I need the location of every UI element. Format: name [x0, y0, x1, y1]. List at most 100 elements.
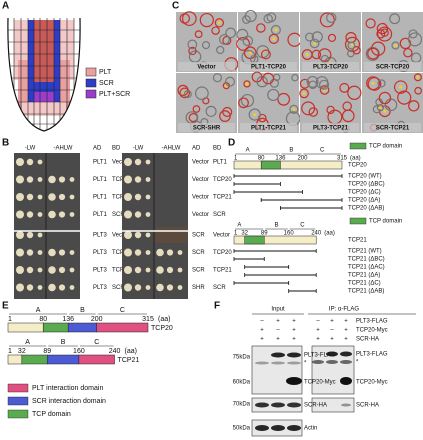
- unit-label: (aa): [158, 316, 170, 323]
- plate: [122, 153, 188, 299]
- position-label: 160: [73, 348, 85, 355]
- colony: [134, 266, 142, 274]
- region-label: B: [274, 223, 278, 229]
- sign: –: [276, 328, 280, 334]
- construct-label: TCP21 (ΔBC): [348, 257, 385, 263]
- cell: [216, 45, 225, 55]
- cell: [201, 41, 211, 50]
- cell: [339, 82, 350, 93]
- photo-label: Vector: [197, 65, 216, 71]
- ad-label: PLT3: [93, 233, 108, 239]
- colony: [166, 249, 174, 256]
- ad-label: PLT1: [93, 212, 108, 218]
- fluorescent-cell: [313, 41, 317, 45]
- position-label: 1: [8, 348, 12, 355]
- colony: [48, 266, 56, 274]
- colony: [124, 158, 132, 166]
- cell: [236, 37, 251, 51]
- construct-label: TCP21 (ΔC): [348, 281, 381, 287]
- colony: [134, 158, 142, 166]
- cell: [397, 90, 412, 105]
- colony: [69, 194, 75, 200]
- photo-label: SCR-TCP21: [376, 126, 410, 132]
- group-title: Input: [271, 307, 285, 313]
- col-header: -AHLW: [54, 146, 73, 152]
- construct-label: TCP20 (WT): [348, 174, 382, 180]
- cell: [289, 104, 299, 114]
- fluorescent-cell: [416, 75, 420, 79]
- cell: [377, 79, 386, 88]
- unit-label: (aa): [125, 348, 137, 355]
- domain: [42, 322, 69, 333]
- cell: [376, 29, 386, 39]
- cell: [308, 107, 319, 117]
- legend-swatch: [7, 409, 29, 419]
- unit-label: (aa): [350, 156, 361, 162]
- cell: [211, 26, 220, 35]
- sign: +: [330, 319, 334, 325]
- colony: [156, 248, 164, 257]
- legend-label: TCP domain: [369, 219, 402, 225]
- position-label: 1: [8, 316, 12, 323]
- cell: [377, 26, 393, 42]
- colony: [37, 194, 43, 200]
- legend-label: PLT interaction domain: [32, 385, 103, 392]
- region-label: B: [61, 339, 66, 346]
- band: [326, 351, 338, 357]
- colony: [134, 231, 142, 239]
- colony: [134, 249, 142, 256]
- colony: [48, 248, 56, 257]
- cell: [301, 49, 313, 60]
- colony: [145, 232, 151, 238]
- colony: [48, 193, 56, 201]
- domain: [96, 322, 149, 333]
- cell: [262, 72, 275, 85]
- sign: –: [260, 319, 264, 325]
- legend-swatch: [7, 396, 29, 406]
- band: [341, 403, 351, 407]
- colony: [16, 193, 24, 201]
- colony: [124, 283, 132, 292]
- colony: [177, 250, 183, 255]
- colony: [166, 266, 174, 274]
- legend-label: SCR: [99, 80, 114, 87]
- cell: [306, 75, 319, 88]
- position-label: 32: [241, 231, 248, 237]
- colony: [26, 158, 34, 166]
- cell: [183, 90, 192, 99]
- construct-label: TCP21 (ΔAC): [348, 265, 385, 271]
- colony: [156, 283, 164, 292]
- position-label: 160: [284, 231, 295, 237]
- cell: [181, 11, 197, 26]
- construct-label: TCP20 (ΔBC): [348, 182, 385, 188]
- label-bg: [178, 62, 235, 71]
- bd-label: Vector: [213, 233, 230, 239]
- ad-label: Vector: [192, 195, 209, 201]
- blot-label: SCR-HA: [304, 403, 327, 409]
- construct-label: TCP20 (ΔAB): [348, 206, 384, 212]
- colony: [69, 285, 75, 290]
- band: [271, 425, 285, 431]
- bd-label: Vector: [112, 160, 129, 166]
- sign: +: [260, 337, 264, 343]
- region-label: A: [246, 148, 250, 154]
- colony: [124, 231, 132, 239]
- cell: [242, 15, 251, 24]
- tcp-domain: [260, 160, 281, 170]
- panel-letter: A: [2, 1, 9, 12]
- construct-label: TCP21 (WT): [348, 249, 382, 255]
- cell: [256, 23, 266, 33]
- label-bg: [364, 123, 421, 132]
- bd-label: SCR: [112, 212, 125, 218]
- fluorescent-cell: [378, 106, 382, 110]
- cell: [326, 105, 335, 115]
- position-label: 80: [39, 316, 47, 323]
- fluorescent-cell: [274, 28, 278, 32]
- cell: [347, 41, 356, 50]
- bd-label: SCR: [112, 285, 125, 291]
- protein-name: TCP21: [348, 238, 367, 244]
- colony: [145, 212, 151, 217]
- colony: [26, 284, 34, 291]
- sign: +: [316, 328, 320, 334]
- sign: +: [292, 337, 296, 343]
